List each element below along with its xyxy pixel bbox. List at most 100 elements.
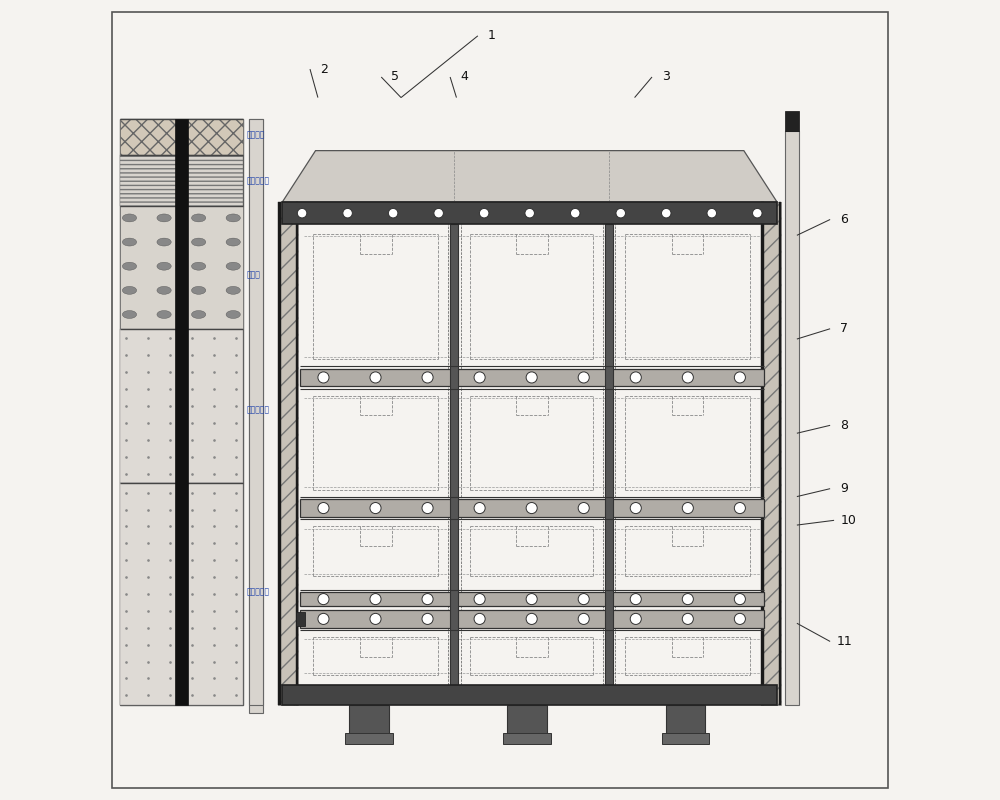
- Circle shape: [422, 594, 433, 605]
- Bar: [503, 733, 551, 744]
- Text: 4: 4: [460, 70, 468, 83]
- Circle shape: [578, 372, 589, 383]
- Circle shape: [370, 614, 381, 625]
- Polygon shape: [282, 150, 777, 202]
- Circle shape: [422, 614, 433, 625]
- Bar: [120, 154, 243, 206]
- Bar: [761, 202, 781, 705]
- Text: 下层砂岩层: 下层砂岩层: [247, 587, 270, 596]
- Circle shape: [318, 614, 329, 625]
- Bar: [282, 202, 777, 224]
- Circle shape: [526, 594, 537, 605]
- Text: 10: 10: [840, 514, 856, 527]
- Circle shape: [526, 502, 537, 514]
- Circle shape: [474, 372, 485, 383]
- Bar: [296, 612, 305, 626]
- Ellipse shape: [226, 214, 240, 222]
- Text: 9: 9: [840, 482, 848, 495]
- Ellipse shape: [122, 286, 137, 294]
- Bar: [278, 202, 298, 705]
- Bar: [761, 202, 764, 705]
- Ellipse shape: [226, 286, 240, 294]
- Circle shape: [422, 502, 433, 514]
- Text: 11: 11: [836, 635, 852, 648]
- Bar: [349, 705, 389, 735]
- Circle shape: [616, 209, 625, 218]
- Bar: [120, 329, 243, 483]
- Circle shape: [318, 372, 329, 383]
- Text: 7: 7: [840, 322, 848, 335]
- Circle shape: [734, 614, 745, 625]
- Ellipse shape: [192, 286, 206, 294]
- Text: 3: 3: [662, 70, 670, 83]
- Bar: [278, 202, 281, 705]
- Circle shape: [734, 502, 745, 514]
- Circle shape: [474, 614, 485, 625]
- Circle shape: [734, 372, 745, 383]
- Text: 6: 6: [840, 213, 848, 226]
- Text: 1: 1: [488, 30, 496, 42]
- Bar: [282, 685, 777, 705]
- Ellipse shape: [157, 262, 171, 270]
- Circle shape: [753, 209, 762, 218]
- Ellipse shape: [122, 214, 137, 222]
- Bar: [300, 610, 764, 628]
- Circle shape: [630, 502, 641, 514]
- Bar: [785, 111, 799, 131]
- Circle shape: [474, 502, 485, 514]
- Bar: [507, 705, 547, 735]
- Bar: [300, 369, 764, 386]
- Bar: [785, 131, 799, 705]
- Bar: [120, 119, 243, 705]
- Bar: [120, 206, 243, 329]
- Ellipse shape: [122, 238, 137, 246]
- Ellipse shape: [122, 310, 137, 318]
- Bar: [662, 733, 709, 744]
- Circle shape: [630, 372, 641, 383]
- Bar: [120, 119, 243, 154]
- Circle shape: [318, 594, 329, 605]
- Circle shape: [661, 209, 671, 218]
- Bar: [249, 119, 263, 705]
- Ellipse shape: [157, 286, 171, 294]
- Bar: [605, 224, 613, 685]
- Bar: [450, 224, 458, 685]
- Bar: [300, 592, 764, 606]
- Ellipse shape: [192, 214, 206, 222]
- Circle shape: [734, 594, 745, 605]
- Circle shape: [388, 209, 398, 218]
- Ellipse shape: [192, 238, 206, 246]
- Circle shape: [343, 209, 352, 218]
- Circle shape: [682, 614, 693, 625]
- Circle shape: [570, 209, 580, 218]
- Circle shape: [707, 209, 717, 218]
- Circle shape: [630, 594, 641, 605]
- Ellipse shape: [157, 214, 171, 222]
- Bar: [300, 499, 764, 517]
- Circle shape: [422, 372, 433, 383]
- Ellipse shape: [122, 262, 137, 270]
- Ellipse shape: [192, 310, 206, 318]
- Bar: [120, 483, 243, 705]
- Circle shape: [682, 594, 693, 605]
- Circle shape: [370, 594, 381, 605]
- Ellipse shape: [157, 310, 171, 318]
- Ellipse shape: [226, 310, 240, 318]
- Bar: [345, 733, 393, 744]
- Circle shape: [578, 594, 589, 605]
- Text: 5: 5: [391, 70, 399, 83]
- Ellipse shape: [226, 262, 240, 270]
- Bar: [666, 705, 705, 735]
- Circle shape: [578, 502, 589, 514]
- Bar: [296, 202, 298, 705]
- Circle shape: [682, 372, 693, 383]
- Circle shape: [630, 614, 641, 625]
- Circle shape: [474, 594, 485, 605]
- Circle shape: [682, 502, 693, 514]
- Text: 粘土夹土层: 粘土夹土层: [247, 176, 270, 186]
- Ellipse shape: [226, 238, 240, 246]
- Circle shape: [370, 502, 381, 514]
- Text: 上层砂岩层: 上层砂岩层: [247, 406, 270, 414]
- Text: 砾石层: 砾石层: [247, 270, 261, 279]
- Text: 8: 8: [840, 419, 848, 432]
